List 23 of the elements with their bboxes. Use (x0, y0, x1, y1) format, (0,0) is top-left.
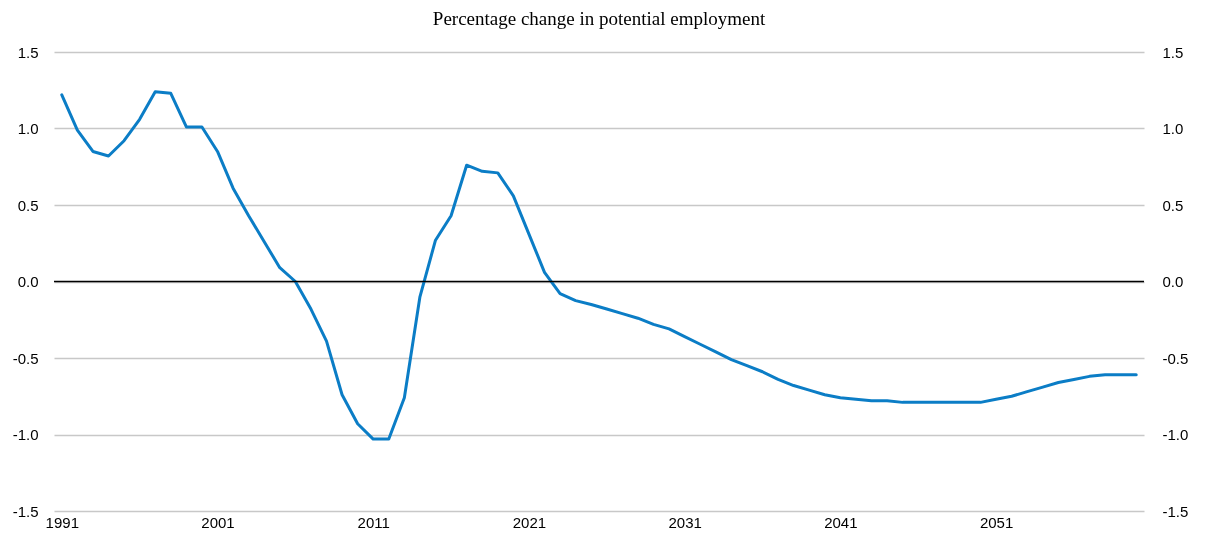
x-tick-label: 2001 (201, 513, 235, 531)
x-tick-label: 1991 (45, 513, 79, 531)
y2-tick-label: -1.5 (1162, 502, 1189, 520)
y-tick-label: -1.0 (12, 426, 39, 443)
x-tick-label: 2011 (357, 513, 390, 531)
y2-tick-label: -1.0 (1162, 426, 1189, 443)
y2-tick-label: 1.5 (1162, 43, 1184, 61)
chart-title: Percentage change in potential employment (432, 8, 766, 29)
y2-tick-label: 1.0 (1162, 120, 1184, 137)
y-tick-label: 0.0 (17, 273, 39, 290)
y-tick-label: -1.5 (12, 502, 39, 520)
y-tick-label: 1.0 (17, 120, 39, 137)
x-tick-label: 2051 (979, 513, 1014, 531)
y-tick-label: 0.5 (17, 196, 39, 214)
y-tick-label: -0.5 (12, 349, 39, 367)
y2-tick-label: 0.0 (1162, 273, 1184, 290)
x-tick-label: 2031 (668, 513, 702, 531)
line-series (60, 90, 1138, 441)
x-tick-label: 2021 (512, 513, 547, 531)
x-tick-label: 2041 (824, 513, 858, 531)
y2-tick-label: -0.5 (1162, 349, 1189, 367)
y2-tick-label: 0.5 (1162, 196, 1184, 214)
y-tick-label: 1.5 (17, 43, 39, 61)
